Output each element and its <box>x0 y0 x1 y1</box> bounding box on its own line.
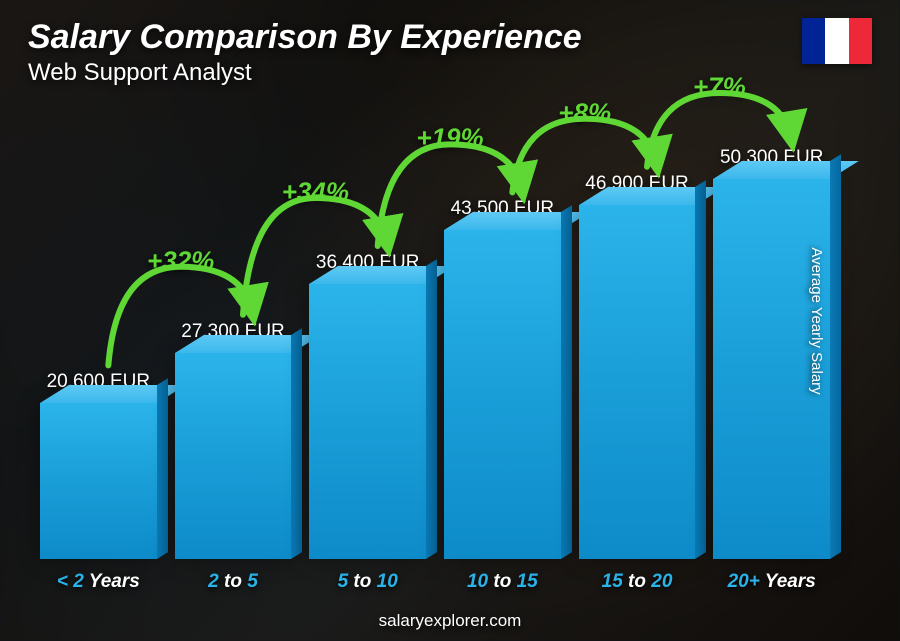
bar <box>444 230 561 559</box>
bar-group: 46,900 EUR15 to 20 <box>579 173 696 593</box>
bar-group: 20,600 EUR< 2 Years <box>40 371 157 593</box>
flag-icon <box>802 18 872 64</box>
y-axis-label: Average Yearly Salary <box>808 247 825 394</box>
bar <box>175 353 292 559</box>
flag-stripe-2 <box>825 18 848 64</box>
bar-group: 27,300 EUR2 to 5 <box>175 321 292 593</box>
bar-category-label: 2 to 5 <box>208 571 258 593</box>
bar-category-label: 10 to 15 <box>467 571 538 593</box>
bar <box>579 205 696 559</box>
bar-category-label: 15 to 20 <box>602 571 673 593</box>
bar-group: 36,400 EUR5 to 10 <box>309 252 426 593</box>
footer-attribution: salaryexplorer.com <box>0 611 900 631</box>
bar-category-label: < 2 Years <box>57 571 140 593</box>
bar-category-label: 20+ Years <box>728 571 816 593</box>
page-subtitle: Web Support Analyst <box>28 59 872 87</box>
page-title: Salary Comparison By Experience <box>28 18 872 57</box>
bar <box>309 284 426 559</box>
bar <box>40 403 157 559</box>
bar-group: 43,500 EUR10 to 15 <box>444 198 561 593</box>
flag-stripe-1 <box>802 18 825 64</box>
bar-chart: 20,600 EUR< 2 Years27,300 EUR2 to 536,40… <box>40 93 830 593</box>
flag-stripe-3 <box>849 18 872 64</box>
header: Salary Comparison By Experience Web Supp… <box>28 18 872 87</box>
bar-category-label: 5 to 10 <box>338 571 398 593</box>
